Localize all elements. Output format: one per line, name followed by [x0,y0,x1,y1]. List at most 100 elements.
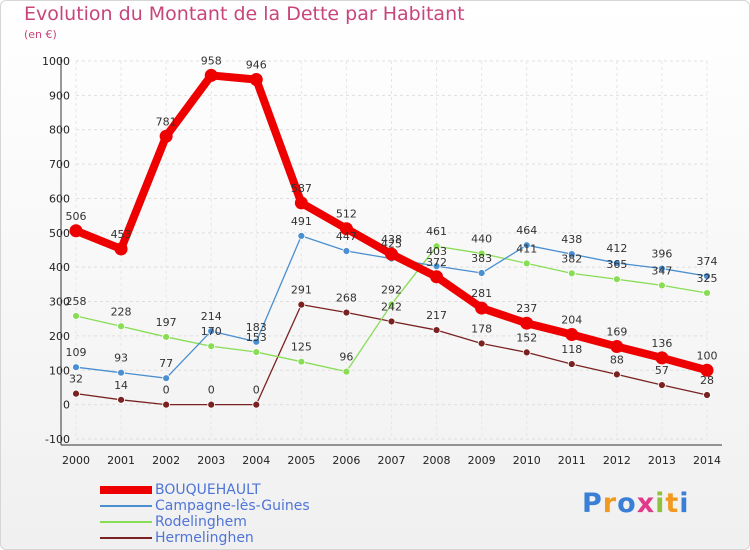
data-point [387,317,396,326]
data-label: 374 [697,255,718,268]
data-point [297,300,306,309]
legend-swatch [100,537,152,539]
data-point [430,270,444,284]
data-point [612,370,621,379]
data-point [432,326,441,334]
data-point [612,259,621,267]
y-tick-label: 300 [49,296,70,309]
data-point [207,342,216,351]
data-point [252,337,261,346]
y-tick-label: 400 [49,261,70,274]
logo-letter: t [665,488,680,519]
data-point [159,129,173,143]
data-label: 403 [426,245,447,258]
data-point [342,247,351,255]
data-label: 281 [471,287,492,300]
data-label: 365 [606,258,627,271]
y-tick-label: 200 [49,330,70,343]
logo-letter: i [679,488,690,519]
data-point [477,269,486,277]
data-label: 152 [516,331,537,344]
x-tick-label: 2005 [287,454,315,467]
data-point [567,269,576,278]
data-point [703,272,711,281]
data-label: 14 [114,379,128,392]
data-label: 242 [381,300,402,313]
data-label: 447 [336,230,357,243]
data-label: 292 [381,283,402,296]
data-point [385,247,398,261]
logo-letter: i [655,488,666,519]
chart-title: Evolution du Montant de la Dette par Hab… [24,3,465,25]
data-label: 383 [471,252,492,265]
data-label: 461 [426,225,447,238]
data-point [522,259,531,268]
data-point [117,395,125,404]
data-label: 372 [426,256,447,269]
data-point [72,363,80,372]
x-tick-label: 2011 [558,454,586,467]
y-tick-label: 0 [63,399,70,412]
data-point [342,308,351,317]
data-label: 96 [339,351,353,364]
data-point [522,348,531,357]
logo-letter: P [582,488,603,519]
data-label: 438 [381,233,402,246]
y-tick-label: 700 [49,158,70,171]
data-point [703,289,711,297]
legend-swatch [100,521,152,523]
data-label: 411 [516,242,537,255]
legend-label: BOUQUEHAULT [155,482,261,498]
data-label: 100 [697,349,718,362]
data-point [339,222,353,236]
data-point [252,400,261,409]
data-point [207,327,216,335]
data-label: 464 [516,224,537,237]
data-point [565,328,579,342]
data-point [252,348,261,356]
x-tick-label: 2003 [197,454,225,467]
data-point [297,357,306,366]
x-tick-label: 2000 [62,454,90,467]
data-label: 153 [246,331,267,344]
data-point [522,241,531,250]
data-label: 946 [246,59,267,72]
data-point [658,381,666,389]
data-label: 258 [66,295,87,308]
data-label: 183 [246,321,267,334]
data-point [69,224,83,238]
data-label: 425 [381,238,402,251]
x-tick-label: 2008 [423,454,451,467]
data-label: 214 [201,310,222,323]
data-point [117,368,125,377]
data-point [475,301,489,315]
data-label: 170 [201,325,222,338]
data-point [249,73,263,87]
y-tick-label: 1000 [42,55,70,68]
proxiti-logo: Proxiti [582,488,690,519]
data-label: 958 [201,54,222,67]
data-label: 347 [651,264,672,277]
data-point [387,300,396,309]
data-label: 440 [471,232,492,245]
data-label: 587 [291,182,312,195]
data-label: 781 [156,115,177,128]
y-tick-label: -100 [45,433,70,446]
data-label: 217 [426,309,447,322]
data-label: 32 [69,373,83,386]
data-label: 0 [253,384,260,397]
data-point [658,264,666,273]
legend-label: Campagne-lès-Guines [155,498,310,514]
data-point [658,281,666,290]
data-point [610,340,624,354]
data-label: 237 [516,302,537,315]
data-label: 396 [651,248,672,261]
data-point [297,232,306,240]
data-label: 453 [111,228,132,241]
data-label: 77 [159,357,173,370]
data-label: 118 [561,343,582,356]
x-tick-label: 2010 [513,454,541,467]
data-point [294,196,308,210]
